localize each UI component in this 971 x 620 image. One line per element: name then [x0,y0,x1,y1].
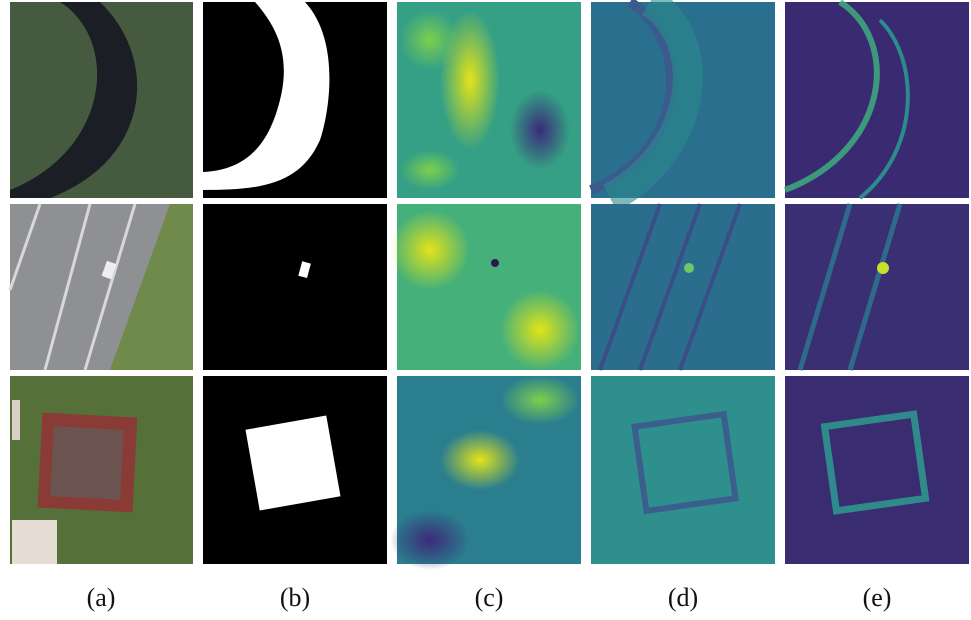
column-label: (b) [280,583,310,612]
feature-map [785,2,969,564]
mask [203,2,387,564]
feature-map [591,2,775,564]
column-label: (c) [475,583,504,612]
photo [10,2,193,564]
figure: (a) (b) (c) (d) (e) [0,0,971,615]
feature-map [390,2,581,570]
column-label: (a) [87,583,116,612]
column-label: (d) [668,583,698,612]
column-label: (e) [863,583,892,612]
